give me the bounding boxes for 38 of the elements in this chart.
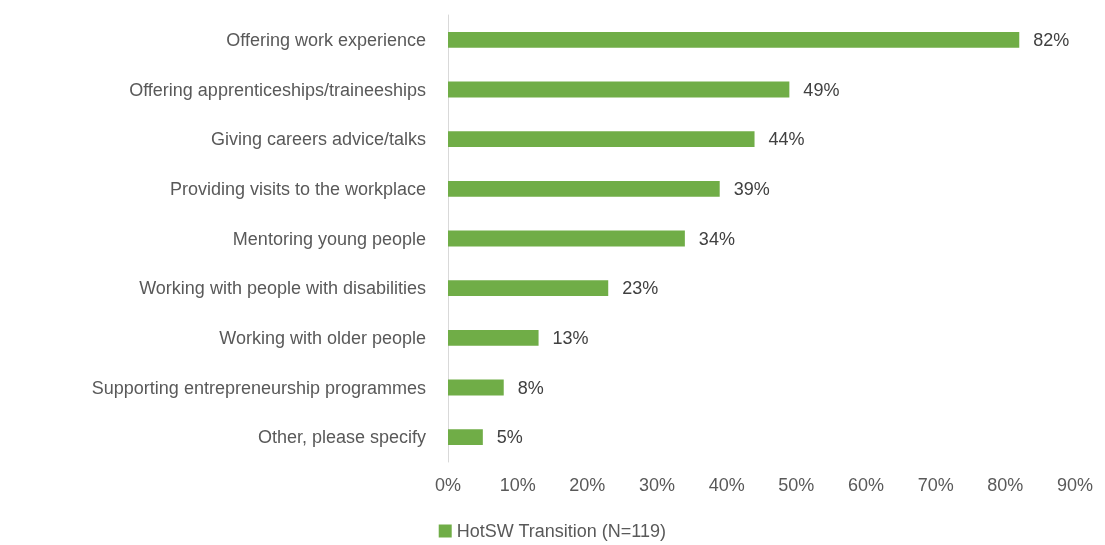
y-tick-label: Giving careers advice/talks <box>210 129 426 150</box>
data-label: 8% <box>517 377 544 398</box>
bar <box>448 131 755 148</box>
y-tick-label: Working with older people <box>219 327 426 348</box>
y-tick-label: Providing visits to the workplace <box>169 178 426 199</box>
bar <box>448 31 1020 48</box>
data-label: 39% <box>733 178 770 199</box>
data-label: 5% <box>496 427 523 448</box>
y-tick-label: Working with people with disabilities <box>139 278 426 299</box>
bar <box>448 329 539 346</box>
data-label: 34% <box>698 228 735 249</box>
x-tick-label: 70% <box>917 475 954 495</box>
x-tick-label: 30% <box>638 475 676 495</box>
y-tick-label: Supporting entrepreneurship programmes <box>91 377 426 398</box>
x-tick-label: 20% <box>569 475 606 495</box>
y-tick-label: Other, please specify <box>257 427 426 448</box>
y-tick-label: Offering apprenticeships/traineeships <box>129 79 426 100</box>
x-tick-label: 80% <box>987 475 1024 495</box>
data-label: 13% <box>552 327 589 348</box>
y-tick-label: Mentoring young people <box>232 228 426 249</box>
x-tick-label: 10% <box>499 475 536 495</box>
bar <box>448 429 483 446</box>
data-label: 82% <box>1033 29 1070 50</box>
bar <box>448 180 720 197</box>
x-tick-label: 90% <box>1056 475 1094 495</box>
bar <box>448 379 504 396</box>
legend-label: HotSW Transition (N=119) <box>456 521 666 541</box>
x-tick-label: 50% <box>778 475 815 495</box>
x-tick-label: 60% <box>847 475 885 495</box>
data-label: 44% <box>768 129 805 150</box>
data-label: 23% <box>622 278 659 299</box>
bar <box>448 81 790 98</box>
bar <box>448 230 685 247</box>
y-tick-label: Offering work experience <box>226 29 426 50</box>
x-tick-label: 0% <box>434 475 462 495</box>
data-label: 49% <box>803 79 840 100</box>
bar <box>448 280 609 297</box>
x-tick-label: 40% <box>708 475 745 495</box>
